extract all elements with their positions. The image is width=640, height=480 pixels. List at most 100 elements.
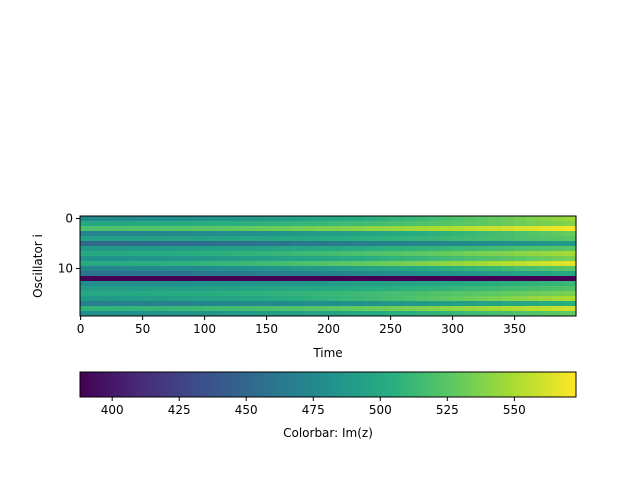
heatmap-cell — [80, 241, 93, 247]
colorbar-tick-label: 425 — [168, 403, 191, 417]
heatmap-cell — [278, 261, 292, 267]
y-axis-label: Oscillator i — [31, 234, 45, 298]
heatmap-cell — [439, 311, 453, 317]
heatmap-cell — [92, 246, 106, 252]
heatmap-cell — [514, 291, 527, 297]
heatmap-cell — [563, 216, 577, 222]
heatmap-cell — [216, 301, 230, 307]
heatmap-cell — [80, 266, 93, 272]
heatmap-cell — [216, 311, 230, 317]
heatmap-cell — [390, 276, 403, 282]
heatmap-cell — [228, 216, 242, 222]
heatmap-cell — [476, 281, 490, 287]
heatmap-cell — [514, 296, 527, 302]
heatmap-cell — [414, 261, 428, 267]
heatmap-cell — [303, 236, 317, 242]
heatmap-cell — [80, 236, 93, 242]
heatmap-cell — [253, 286, 267, 292]
heatmap-cell — [476, 296, 490, 302]
heatmap-cell — [216, 306, 230, 312]
heatmap-cell — [365, 231, 379, 237]
heatmap-cell — [241, 226, 255, 232]
heatmap-cell — [377, 261, 391, 267]
heatmap-cell — [563, 281, 577, 287]
heatmap-cell — [489, 236, 503, 242]
heatmap-cell — [241, 286, 255, 292]
heatmap-cell — [191, 256, 205, 262]
heatmap-cell — [241, 231, 255, 237]
heatmap-cell — [328, 216, 341, 222]
heatmap-cell — [228, 296, 242, 302]
heatmap-cell — [154, 236, 168, 242]
heatmap-cell — [204, 251, 217, 257]
heatmap-cell — [179, 296, 193, 302]
heatmap-cell — [142, 291, 155, 297]
heatmap-cell — [377, 246, 391, 252]
heatmap-cell — [191, 226, 205, 232]
colorbar-ticks: 400 425 450 475 500 525 550 — [101, 397, 526, 417]
heatmap-cell — [179, 241, 193, 247]
heatmap-cell — [253, 306, 267, 312]
heatmap-cell — [92, 251, 106, 257]
heatmap-cell — [191, 306, 205, 312]
heatmap-cell — [377, 306, 391, 312]
heatmap-cell — [191, 246, 205, 252]
heatmap-cell — [290, 256, 304, 262]
heatmap-cell — [204, 221, 217, 227]
heatmap-cell — [340, 261, 354, 267]
heatmap-cell — [489, 306, 503, 312]
heatmap-cell — [154, 226, 168, 232]
heatmap-cell — [427, 276, 441, 282]
heatmap-cell — [340, 221, 354, 227]
heatmap-cell — [402, 271, 416, 277]
heatmap-cell — [315, 221, 329, 227]
heatmap-cell — [365, 301, 379, 307]
heatmap-cell — [514, 246, 527, 252]
heatmap-cell — [365, 241, 379, 247]
heatmap-cell — [414, 266, 428, 272]
heatmap-cell — [352, 306, 366, 312]
heatmap-cell — [526, 236, 540, 242]
heatmap-cell — [129, 226, 143, 232]
heatmap-cell — [328, 241, 341, 247]
heatmap-cell — [476, 221, 490, 227]
heatmap-cell — [117, 216, 131, 222]
heatmap-cell — [166, 286, 180, 292]
heatmap-cell — [352, 291, 366, 297]
heatmap-cell — [253, 266, 267, 272]
heatmap-cell — [514, 226, 527, 232]
heatmap-cell — [216, 291, 230, 297]
heatmap-cell — [563, 271, 577, 277]
heatmap-cell — [489, 231, 503, 237]
heatmap-cell — [538, 251, 552, 257]
heatmap-cell — [266, 221, 279, 227]
heatmap-cell — [414, 296, 428, 302]
heatmap-cell — [228, 311, 242, 317]
colorbar-tick-label: 400 — [101, 403, 124, 417]
heatmap-cell — [390, 286, 403, 292]
heatmap-cell — [563, 236, 577, 242]
heatmap-cell — [278, 281, 292, 287]
heatmap-cell — [290, 276, 304, 282]
heatmap-cell — [526, 226, 540, 232]
heatmap-cell — [191, 281, 205, 287]
heatmap-cell — [476, 236, 490, 242]
heatmap-cell — [104, 271, 118, 277]
heatmap-cell — [501, 226, 515, 232]
heatmap-cell — [278, 296, 292, 302]
heatmap-cell — [216, 266, 230, 272]
heatmap-cell — [117, 226, 131, 232]
heatmap-cell — [104, 216, 118, 222]
heatmap-cell — [228, 291, 242, 297]
heatmap-cell — [377, 221, 391, 227]
heatmap-cell — [501, 301, 515, 307]
heatmap-cell — [315, 236, 329, 242]
heatmap-cell — [253, 311, 267, 317]
heatmap-cell — [464, 306, 478, 312]
heatmap-cell — [179, 301, 193, 307]
heatmap-cell — [328, 256, 341, 262]
heatmap-cell — [328, 276, 341, 282]
heatmap-cell — [315, 286, 329, 292]
colorbar-label: Colorbar: Im(z) — [283, 426, 373, 440]
heatmap-cell — [377, 271, 391, 277]
